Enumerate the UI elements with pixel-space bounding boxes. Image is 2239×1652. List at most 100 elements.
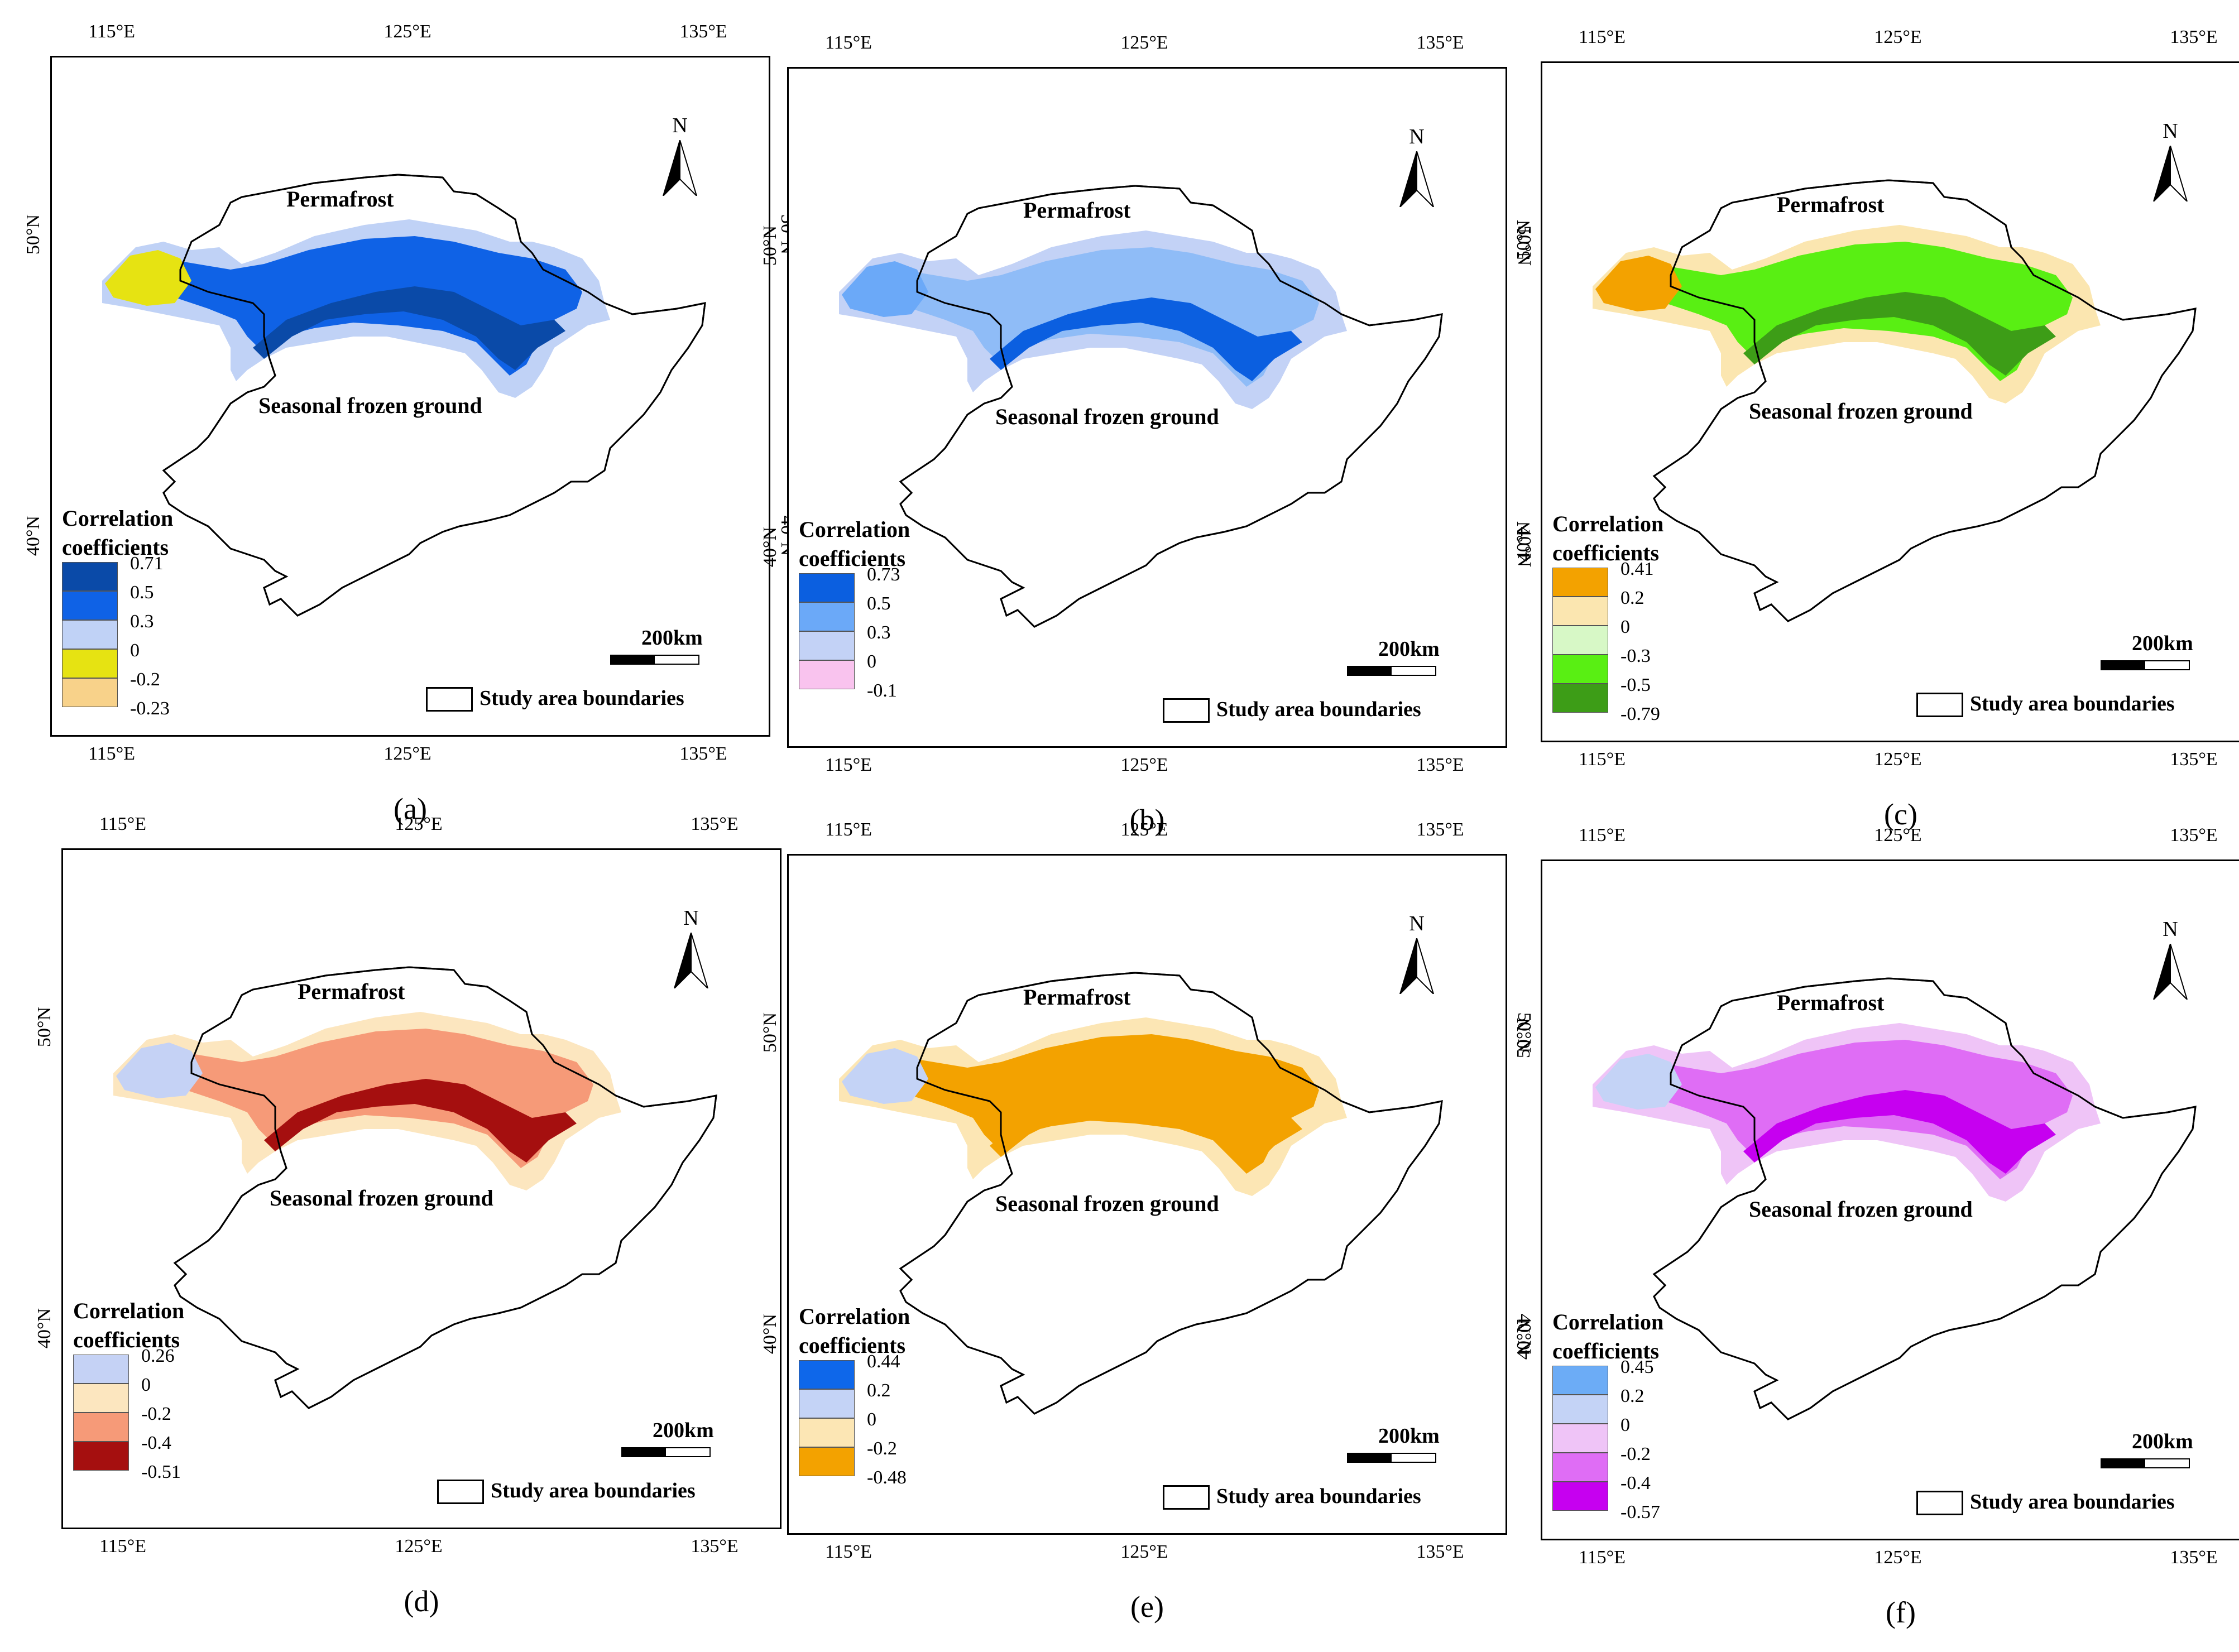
legend: Correlation coefficients 0.26 0 -0.2 -0.4 -0.5… [73, 1296, 184, 1487]
legend-value: 0.2 [1620, 1386, 1645, 1406]
legend-row: 0.2 [1552, 1387, 1663, 1424]
scale-bar-graphic [1347, 1453, 1436, 1463]
legend-value: 0 [867, 651, 876, 672]
map-frame: Permafrost Seasonal frozen ground N Correla… [787, 67, 1507, 748]
legend-value: 0.73 [867, 564, 900, 585]
legend-row: 0.44 [799, 1352, 910, 1389]
north-arrow-left [674, 933, 692, 988]
lon-tick-bottom: 125°E [1120, 1541, 1168, 1562]
lon-tick-bottom: 125°E [395, 1536, 443, 1557]
legend-title: Correlation [1552, 1309, 1664, 1334]
seasonal-frozen-ground-label: Seasonal frozen ground [270, 1185, 493, 1211]
legend-swatch [1552, 1482, 1608, 1511]
legend-value: 0.71 [130, 553, 164, 574]
lon-tick-bottom: 135°E [1416, 755, 1464, 775]
study-area-label: Study area boundaries [480, 686, 684, 710]
study-area-swatch [1163, 1485, 1210, 1510]
lon-tick-top: 115°E [1578, 27, 1626, 47]
lat-tick-left: 40°N [1513, 1319, 1534, 1360]
scale-bar-filled [2102, 661, 2145, 669]
map-canvas [1593, 179, 2197, 622]
legend-swatch [73, 1413, 129, 1442]
legend-title: coefficients [799, 546, 906, 571]
legend-row: -0.2 [73, 1405, 184, 1442]
legend-swatch [1552, 1395, 1608, 1424]
legend-row: 0.73 [799, 565, 910, 602]
legend-swatch [1552, 1366, 1608, 1395]
legend-row: 0 [799, 1410, 910, 1447]
scale-bar-graphic [610, 655, 699, 665]
scale-bar-filled [1348, 667, 1392, 675]
legend-swatch [799, 1389, 855, 1418]
north-arrow-icon [2153, 944, 2188, 1000]
lon-tick-bottom: 135°E [691, 1536, 739, 1557]
lon-tick-top: 115°E [88, 21, 136, 42]
legend-value: 0 [130, 640, 140, 661]
north-arrow: N [1397, 911, 1436, 995]
correlation-band-west [116, 1043, 203, 1098]
north-arrow-left [2153, 146, 2171, 201]
legend-value: 0 [867, 1409, 876, 1430]
lon-tick-bottom: 135°E [1416, 1541, 1464, 1562]
lon-tick-top: 125°E [1874, 825, 1922, 846]
legend-row: 0.41 [1552, 560, 1663, 597]
panel-caption: (c) [1884, 798, 1917, 831]
north-arrow-right [2170, 944, 2188, 1000]
correlation-band-west [842, 1048, 928, 1104]
north-label: N [1409, 912, 1425, 935]
lon-tick-bottom: 115°E [824, 755, 872, 775]
scale-bar-graphic [1347, 666, 1436, 676]
north-arrow: N [2151, 119, 2190, 203]
legend-title: Correlation [62, 506, 174, 531]
lon-tick-top: 135°E [691, 814, 739, 834]
lat-tick-left: 50°N [1513, 219, 1534, 261]
map-canvas [113, 966, 717, 1409]
north-arrow-right [1416, 151, 1434, 207]
north-arrow-right [2170, 146, 2188, 201]
legend: Correlation coefficients 0.44 0.2 0 -0.2 -0.48 [799, 1302, 910, 1493]
study-area-outline [162, 174, 706, 617]
legend-value: -0.2 [867, 1438, 897, 1459]
correlation-band-strong [990, 1084, 1302, 1168]
legend-row: 0.5 [799, 594, 910, 631]
lat-tick-left: 40°N [760, 1313, 780, 1355]
lon-tick-top: 135°E [2170, 825, 2218, 846]
legend-row: 0.2 [799, 1381, 910, 1418]
legend-swatch [799, 1360, 855, 1389]
scale-bar-filled [611, 656, 655, 664]
lon-tick-top: 115°E [824, 819, 872, 840]
map-panel: 115°E 125°E 135°E 115°E 125°E 135°E 50°N 50°N 40… [760, 32, 1535, 859]
north-arrow-right [691, 933, 708, 988]
north-arrow-left [1399, 151, 1417, 207]
correlation-band-strong [264, 1079, 577, 1163]
legend-title: Correlation [73, 1298, 185, 1323]
north-arrow-icon [2153, 146, 2188, 201]
map-panel: 115°E 125°E 135°E 115°E 125°E 135°E 50°N 50°N 40… [760, 819, 1535, 1646]
legend-value: -0.51 [141, 1462, 181, 1482]
map-canvas [839, 972, 1443, 1415]
north-arrow-icon [663, 140, 697, 196]
scale-label: 200km [641, 626, 703, 650]
north-arrow-icon [674, 933, 708, 988]
study-area-label: Study area boundaries [1216, 698, 1421, 721]
legend-swatch [62, 591, 118, 620]
legend: Correlation coefficients 0.41 0.2 0 -0.3 -0.5 -… [1552, 510, 1663, 729]
north-arrow: N [672, 906, 711, 990]
scale-bar-filled [1348, 1454, 1392, 1462]
seasonal-frozen-ground-label: Seasonal frozen ground [1749, 1197, 1973, 1222]
north-label: N [2163, 119, 2178, 143]
legend-swatch [73, 1384, 129, 1413]
lat-tick-left: 50°N [760, 225, 780, 266]
legend-row: -0.2 [799, 1439, 910, 1476]
lon-tick-bottom: 115°E [824, 1541, 872, 1562]
legend-row: 0.2 [1552, 589, 1663, 626]
map-canvas [102, 174, 706, 617]
legend-row: -0.1 [799, 681, 910, 706]
north-arrow: N [2151, 917, 2190, 1001]
panel-caption: (b) [1129, 803, 1165, 837]
correlation-band-strong [1743, 1090, 2056, 1174]
legend-value: 0.5 [867, 593, 891, 614]
north-label: N [2163, 918, 2178, 941]
permafrost-label: Permafrost [286, 186, 394, 212]
lon-tick-bottom: 115°E [1578, 749, 1626, 770]
